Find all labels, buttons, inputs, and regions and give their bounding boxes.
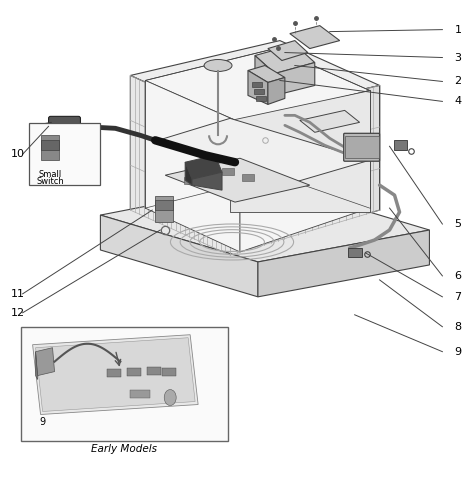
Polygon shape <box>36 348 55 376</box>
Bar <box>242 174 254 181</box>
Bar <box>345 136 379 158</box>
Text: Switch: Switch <box>36 177 64 186</box>
Polygon shape <box>100 182 429 262</box>
Polygon shape <box>192 172 222 190</box>
Polygon shape <box>268 41 308 60</box>
Polygon shape <box>41 135 58 160</box>
Text: 10: 10 <box>11 149 25 159</box>
Polygon shape <box>255 56 275 96</box>
Bar <box>256 96 266 101</box>
Polygon shape <box>290 25 340 48</box>
Bar <box>147 367 161 374</box>
Polygon shape <box>145 48 370 122</box>
Text: 1: 1 <box>455 24 461 35</box>
Bar <box>393 140 408 150</box>
Polygon shape <box>130 75 230 255</box>
Bar <box>155 200 173 210</box>
Bar <box>108 369 121 377</box>
Polygon shape <box>33 335 198 415</box>
Polygon shape <box>230 85 380 255</box>
Text: Early Models: Early Models <box>91 444 157 455</box>
Text: 3: 3 <box>455 52 461 62</box>
Polygon shape <box>248 71 268 104</box>
Bar <box>204 170 216 177</box>
FancyBboxPatch shape <box>344 133 380 161</box>
Polygon shape <box>165 158 310 202</box>
Bar <box>162 368 176 376</box>
Bar <box>21 327 228 442</box>
Polygon shape <box>185 155 222 179</box>
Ellipse shape <box>204 60 232 72</box>
Text: 2: 2 <box>455 76 462 86</box>
Bar <box>128 368 141 376</box>
Bar <box>252 83 262 87</box>
Text: 9: 9 <box>39 418 46 428</box>
Text: 8: 8 <box>455 322 462 332</box>
FancyBboxPatch shape <box>48 116 81 135</box>
Bar <box>130 390 150 397</box>
Text: 7: 7 <box>455 292 462 302</box>
Polygon shape <box>248 65 285 83</box>
Text: 6: 6 <box>455 271 461 281</box>
Polygon shape <box>240 90 370 252</box>
Polygon shape <box>255 45 315 73</box>
Polygon shape <box>100 215 258 297</box>
Text: 9: 9 <box>455 347 462 357</box>
Bar <box>254 89 264 95</box>
Polygon shape <box>36 338 195 411</box>
Ellipse shape <box>164 390 176 406</box>
Polygon shape <box>275 62 315 96</box>
Polygon shape <box>230 90 370 212</box>
Text: 4: 4 <box>455 96 462 107</box>
Polygon shape <box>158 119 370 182</box>
Text: 11: 11 <box>11 289 25 299</box>
Bar <box>155 196 173 222</box>
Polygon shape <box>268 77 285 104</box>
Bar <box>184 177 196 184</box>
Polygon shape <box>130 41 380 120</box>
Text: Small: Small <box>39 170 62 179</box>
Bar <box>347 248 362 257</box>
Polygon shape <box>41 140 58 150</box>
Polygon shape <box>36 352 37 380</box>
Bar <box>28 123 100 185</box>
Polygon shape <box>185 162 192 185</box>
Polygon shape <box>300 110 360 132</box>
Text: 5: 5 <box>455 219 461 229</box>
Text: 12: 12 <box>11 308 25 318</box>
Polygon shape <box>258 230 429 297</box>
Bar <box>222 168 234 175</box>
Polygon shape <box>145 81 240 252</box>
